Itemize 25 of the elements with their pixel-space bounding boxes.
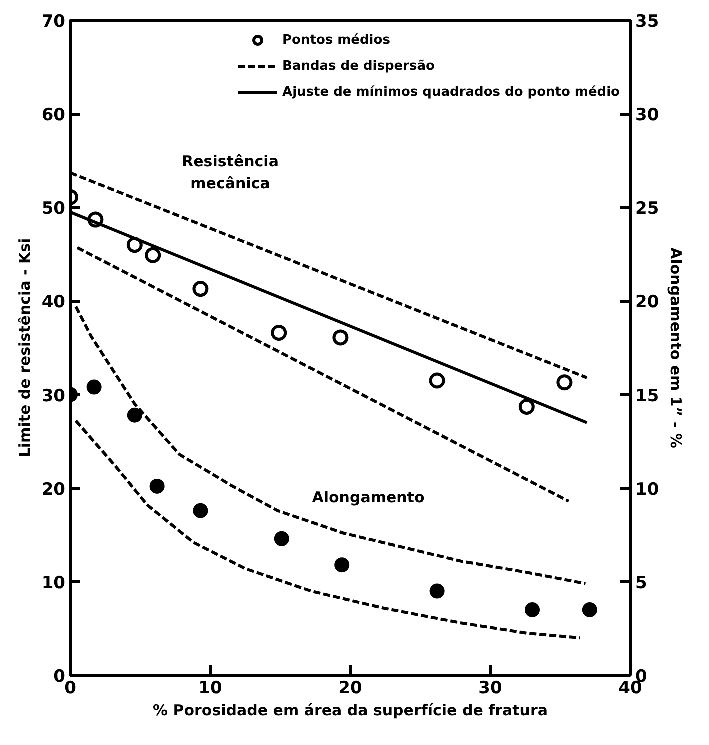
y-tick-label: 60 [42, 106, 66, 126]
y2-tick-label: 30 [636, 106, 660, 126]
y2-tick-label: 35 [636, 12, 660, 32]
x-axis-title: % Porosidade em área da superfície de fratura [152, 702, 548, 720]
y2-tick-label: 10 [636, 480, 660, 500]
y-axis-title: Limite de resistência - Ksi [16, 238, 34, 458]
y2-tick-label: 20 [636, 292, 660, 313]
annotation: Alongamento [312, 488, 425, 506]
legend-label: Ajuste de mínimos quadrados do ponto médio [282, 84, 620, 100]
x-tick-label: 20 [338, 678, 362, 698]
y-tick-label: 50 [42, 199, 66, 220]
y-tick-label: 10 [42, 573, 66, 594]
legend-label: Pontos médios [282, 32, 390, 48]
y2-tick-label: 5 [636, 573, 648, 594]
x-tick-label: 10 [198, 678, 222, 698]
y-tick-label: 40 [42, 292, 66, 313]
legend-label: Bandas de dispersão [282, 58, 435, 74]
y-tick-label: 70 [42, 12, 66, 32]
y2-tick-label: 25 [636, 199, 660, 220]
y-tick-label: 20 [42, 480, 66, 500]
x-tick-label: 30 [478, 678, 502, 698]
y-tick-label: 30 [42, 386, 66, 406]
y2-tick-label: 15 [636, 386, 660, 406]
y2-axis-title: Alongamento em 1” - % [667, 248, 686, 448]
annotation: Resistência mecânica [182, 152, 279, 192]
